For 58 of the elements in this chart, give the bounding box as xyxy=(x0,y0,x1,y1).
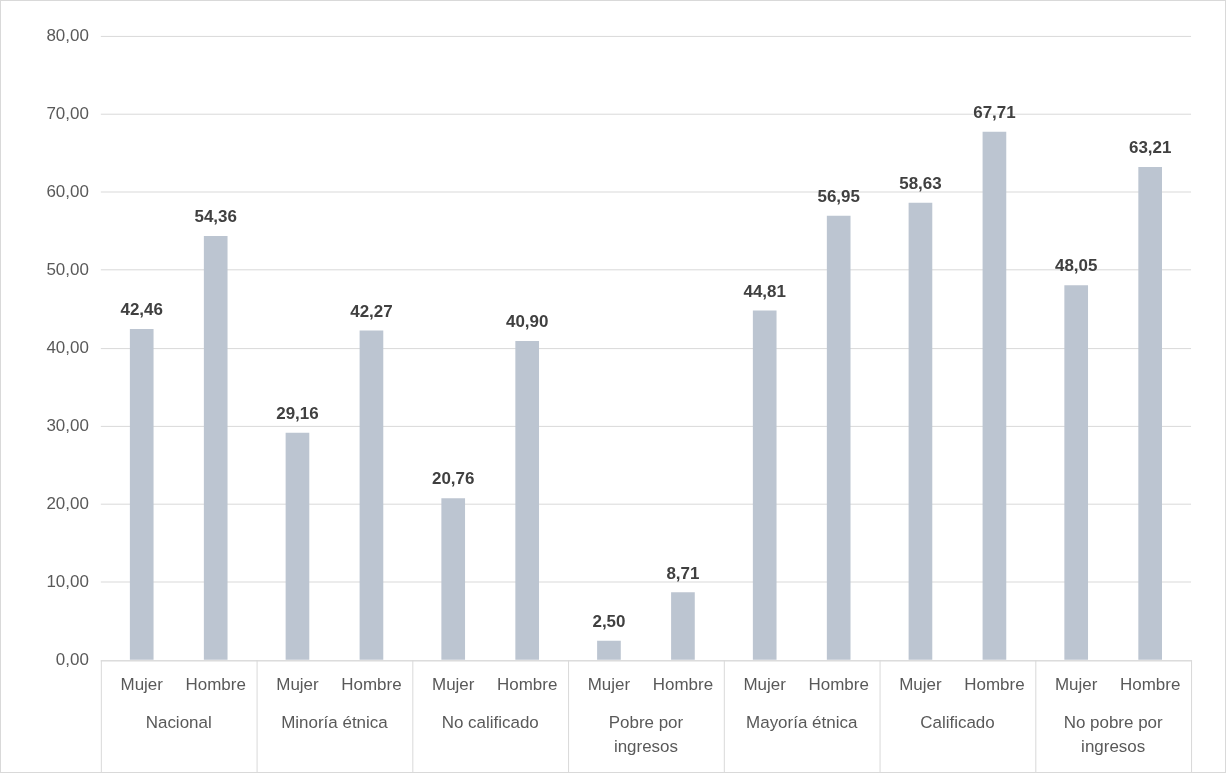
bar xyxy=(597,640,621,660)
x-tick-label: Calificado xyxy=(920,712,995,732)
x-tick-label: No calificado xyxy=(441,712,539,732)
y-tick-label: 60,00 xyxy=(46,181,89,201)
x-tick-label: Nacional xyxy=(145,712,212,732)
data-label: 29,16 xyxy=(276,403,319,423)
data-label: 58,63 xyxy=(899,173,942,193)
text: Hombre xyxy=(341,674,402,694)
text: Mujer xyxy=(432,674,475,694)
data-label: 42,46 xyxy=(120,300,163,320)
y-tick-label: 10,00 xyxy=(46,571,89,591)
data-label: 8,71 xyxy=(666,563,700,583)
text: Mujer xyxy=(587,674,631,694)
bar xyxy=(752,310,777,660)
text: Hombre xyxy=(1120,674,1181,694)
bar xyxy=(441,498,466,660)
data-label: 63,21 xyxy=(1128,138,1172,158)
y-tick-label: 80,00 xyxy=(46,25,89,45)
y-tick-label: 70,00 xyxy=(46,103,89,123)
data-label: 40,90 xyxy=(505,312,549,332)
text: Mujer xyxy=(743,674,786,694)
text: Hombre xyxy=(497,674,558,694)
bar xyxy=(826,215,851,660)
bar xyxy=(908,202,933,660)
data-label: 2,50 xyxy=(592,612,626,631)
bar xyxy=(671,592,695,660)
data-label: 20,76 xyxy=(431,469,475,489)
series-label: Mujer xyxy=(120,674,164,694)
text: Hombre xyxy=(652,674,714,694)
y-tick-label: 0,00 xyxy=(55,649,89,669)
text: Hombre xyxy=(808,674,869,694)
y-tick-label: 40,00 xyxy=(46,337,89,357)
bar xyxy=(982,131,1007,660)
x-tick-label: Mayoría étnica xyxy=(746,712,858,732)
y-tick-label: 30,00 xyxy=(46,415,89,435)
y-tick-label: 50,00 xyxy=(46,259,89,279)
text: Mujer xyxy=(276,674,319,694)
bar xyxy=(359,330,384,660)
x-tick-label: No pobre por ingresos xyxy=(1063,712,1164,756)
bar xyxy=(203,236,228,660)
text: Hombre xyxy=(964,674,1025,694)
data-label: 48,05 xyxy=(1054,256,1098,276)
bar xyxy=(129,328,154,660)
x-tick-label: Minoría étnica xyxy=(281,712,389,732)
data-label: 54,36 xyxy=(194,207,237,227)
bar xyxy=(1138,166,1163,660)
series-label: Hombre xyxy=(185,674,246,694)
x-tick-label: Pobre por ingresos xyxy=(608,712,684,756)
y-tick-label: 20,00 xyxy=(46,493,89,513)
data-label: 42,27 xyxy=(350,301,393,321)
data-label: 67,71 xyxy=(973,103,1016,123)
data-label: 56,95 xyxy=(817,187,860,207)
bar xyxy=(515,341,540,660)
data-label: 44,81 xyxy=(743,281,786,301)
text: Mujer xyxy=(899,674,942,694)
bar xyxy=(285,432,310,660)
bar xyxy=(1064,285,1089,660)
text: Mujer xyxy=(1054,674,1098,694)
